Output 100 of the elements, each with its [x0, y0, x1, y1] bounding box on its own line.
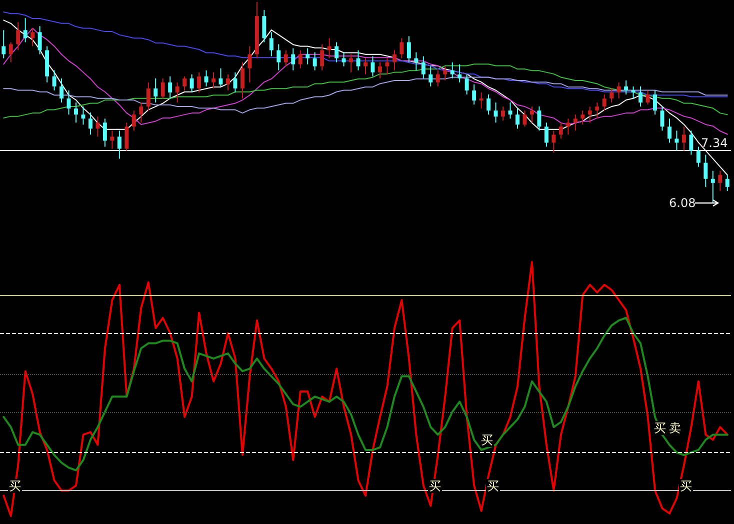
- candlestick: [530, 106, 534, 124]
- candlestick: [486, 94, 491, 116]
- annotation: 卖: [669, 421, 681, 435]
- candlestick: [653, 90, 657, 116]
- candlestick: [312, 52, 317, 71]
- candlestick: [464, 74, 469, 95]
- candlestick: [443, 66, 448, 81]
- candlestick: [696, 146, 700, 168]
- candlestick: [385, 58, 390, 75]
- candlestick: [60, 78, 64, 103]
- candlestick: [580, 110, 585, 126]
- candlestick: [378, 62, 382, 79]
- candlestick: [638, 86, 643, 108]
- candlestick: [667, 118, 672, 144]
- candlestick: [689, 130, 694, 156]
- candlestick: [30, 28, 35, 47]
- candlestick: [588, 106, 592, 124]
- candlestick: [421, 56, 426, 79]
- annotation: 买: [481, 433, 493, 447]
- candlestick: [522, 110, 527, 128]
- annotation: 6.08: [669, 196, 696, 210]
- candlestick: [233, 72, 238, 93]
- annotation: 买: [680, 479, 692, 493]
- candlestick: [682, 126, 686, 152]
- candlestick: [306, 48, 310, 65]
- candlestick: [327, 38, 332, 59]
- candlestick: [624, 80, 628, 95]
- candlestick: [516, 108, 520, 130]
- candlestick: [269, 32, 274, 57]
- candlestick: [595, 102, 600, 120]
- candlestick: [182, 76, 187, 91]
- candlestick: [124, 122, 129, 152]
- candlestick: [226, 74, 230, 91]
- candlestick: [284, 50, 288, 67]
- candlestick: [392, 50, 396, 71]
- candlestick: [436, 70, 440, 87]
- candlestick: [537, 106, 542, 132]
- candlestick: [262, 10, 266, 43]
- annotation: 买: [654, 421, 666, 435]
- candlestick: [406, 36, 411, 63]
- candlestick: [450, 62, 454, 79]
- candlestick: [110, 130, 114, 150]
- annotation: 买: [487, 479, 499, 493]
- candlestick: [240, 62, 244, 99]
- candlestick: [154, 78, 158, 103]
- annotation: 买: [9, 479, 21, 493]
- candlestick: [342, 52, 346, 67]
- candlestick: [472, 84, 476, 106]
- candlestick: [8, 42, 13, 63]
- candlestick: [631, 86, 636, 99]
- candlestick: [674, 130, 679, 152]
- annotation: 7.34: [701, 136, 728, 150]
- candlestick: [139, 102, 144, 124]
- candlestick: [291, 48, 296, 71]
- candlestick: [190, 74, 194, 93]
- candlestick: [2, 30, 6, 59]
- candlestick: [320, 44, 324, 71]
- candlestick: [74, 102, 78, 124]
- candlestick: [428, 66, 433, 87]
- candlestick: [616, 82, 621, 99]
- candlestick: [646, 90, 650, 106]
- candlestick: [494, 102, 498, 124]
- candlestick: [175, 82, 180, 103]
- candlestick: [552, 130, 556, 154]
- candlestick: [212, 72, 216, 89]
- candlestick: [573, 114, 578, 132]
- candlestick: [370, 56, 375, 77]
- candlestick: [544, 122, 548, 148]
- candlestick: [248, 46, 252, 83]
- candlestick: [160, 78, 165, 99]
- candlestick: [710, 170, 715, 204]
- candlestick: [276, 44, 281, 71]
- candlestick: [400, 38, 404, 59]
- candlestick: [52, 70, 56, 91]
- candlestick: [81, 106, 86, 126]
- candlestick: [334, 42, 339, 63]
- candlestick: [704, 154, 708, 188]
- candlestick: [602, 94, 606, 112]
- candlestick: [610, 88, 614, 103]
- candlestick: [364, 58, 368, 75]
- candlestick: [298, 50, 302, 69]
- candlestick: [356, 50, 360, 71]
- candlestick: [349, 54, 354, 73]
- candlestick: [718, 170, 722, 192]
- candlestick: [23, 18, 28, 43]
- candlestick: [132, 110, 136, 132]
- candlestick: [204, 70, 208, 87]
- candlestick: [725, 174, 730, 192]
- candlestick: [168, 76, 172, 99]
- candlestick: [566, 118, 570, 136]
- candlestick: [96, 116, 100, 138]
- candlestick: [558, 122, 563, 140]
- candlestick: [117, 130, 122, 160]
- candlestick: [414, 52, 418, 71]
- candlestick: [102, 118, 107, 148]
- candlestick: [197, 72, 202, 93]
- candlestick: [458, 64, 462, 83]
- candlestick: [38, 26, 42, 55]
- annotation: 买: [429, 479, 441, 493]
- candlestick: [146, 82, 150, 112]
